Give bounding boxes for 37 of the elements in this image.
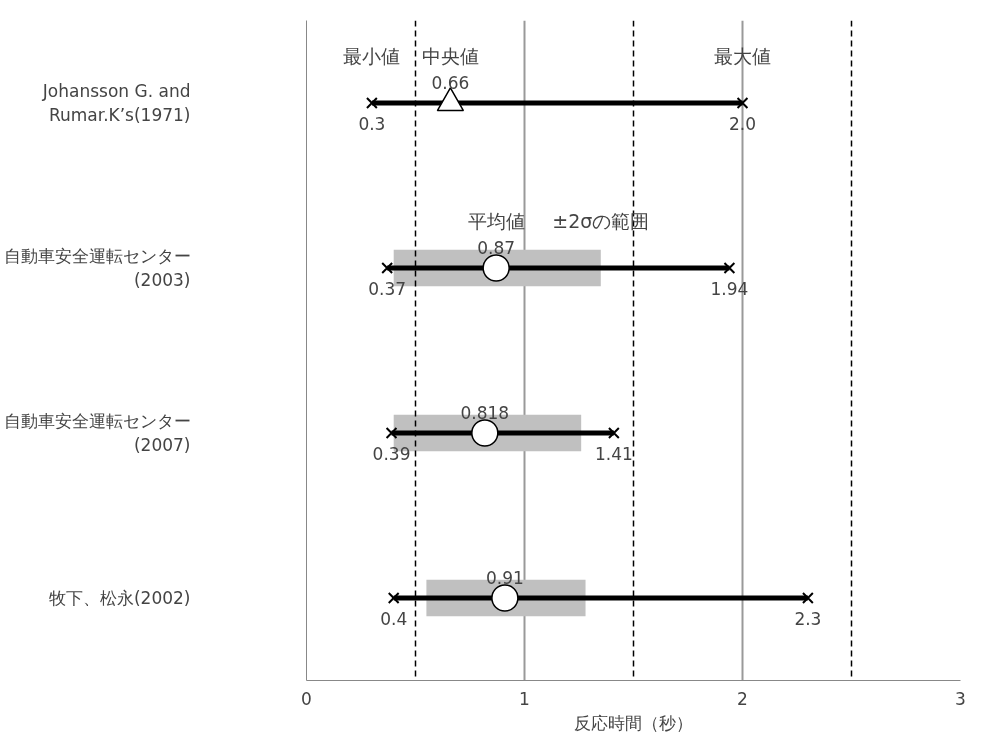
x-tick-label: 0: [301, 688, 312, 709]
data-label: 0.66: [431, 73, 470, 93]
point: [482, 254, 510, 282]
data-label: 2.0: [728, 114, 757, 134]
annotation: 中央値: [421, 45, 479, 67]
x-tick-label: 2: [737, 688, 748, 709]
point: [491, 584, 519, 612]
data-label: 1.41: [594, 444, 633, 464]
point: [471, 419, 499, 447]
data-label: 0.87: [477, 238, 516, 258]
data-label: 0.91: [485, 568, 524, 588]
x-tick-label: 3: [955, 688, 966, 709]
point: [387, 592, 400, 604]
y-tick-label: 自動車安全運転センター (2007): [3, 411, 191, 455]
data-label: 0.818: [460, 403, 510, 423]
annotation: 最小値: [343, 45, 401, 67]
x-axis-title: 反応時間（秒）: [574, 712, 693, 733]
data-label: 0.39: [372, 444, 411, 464]
point: [801, 592, 814, 604]
data-label: 0.37: [368, 279, 407, 299]
point: [723, 262, 736, 274]
y-tick-label: 牧下、松永(2002): [48, 588, 191, 608]
data-label: 1.94: [710, 279, 749, 299]
annotation: 最大値: [714, 45, 771, 67]
data-label: 0.3: [358, 114, 386, 134]
annotation: 平均値: [467, 210, 525, 232]
point: [385, 427, 398, 439]
data-label: 0.4: [380, 609, 408, 629]
point: [736, 97, 749, 109]
y-tick-label: Johansson G. and Rumar.K’s(1971): [41, 81, 191, 125]
x-tick-label: 1: [519, 688, 530, 709]
point: [365, 97, 378, 109]
point: [381, 262, 394, 274]
y-tick-label: 自動車安全運転センター (2003): [3, 246, 191, 290]
annotation: ±2σの範囲: [552, 210, 650, 232]
data-label: 2.3: [794, 609, 822, 629]
point: [607, 427, 620, 439]
